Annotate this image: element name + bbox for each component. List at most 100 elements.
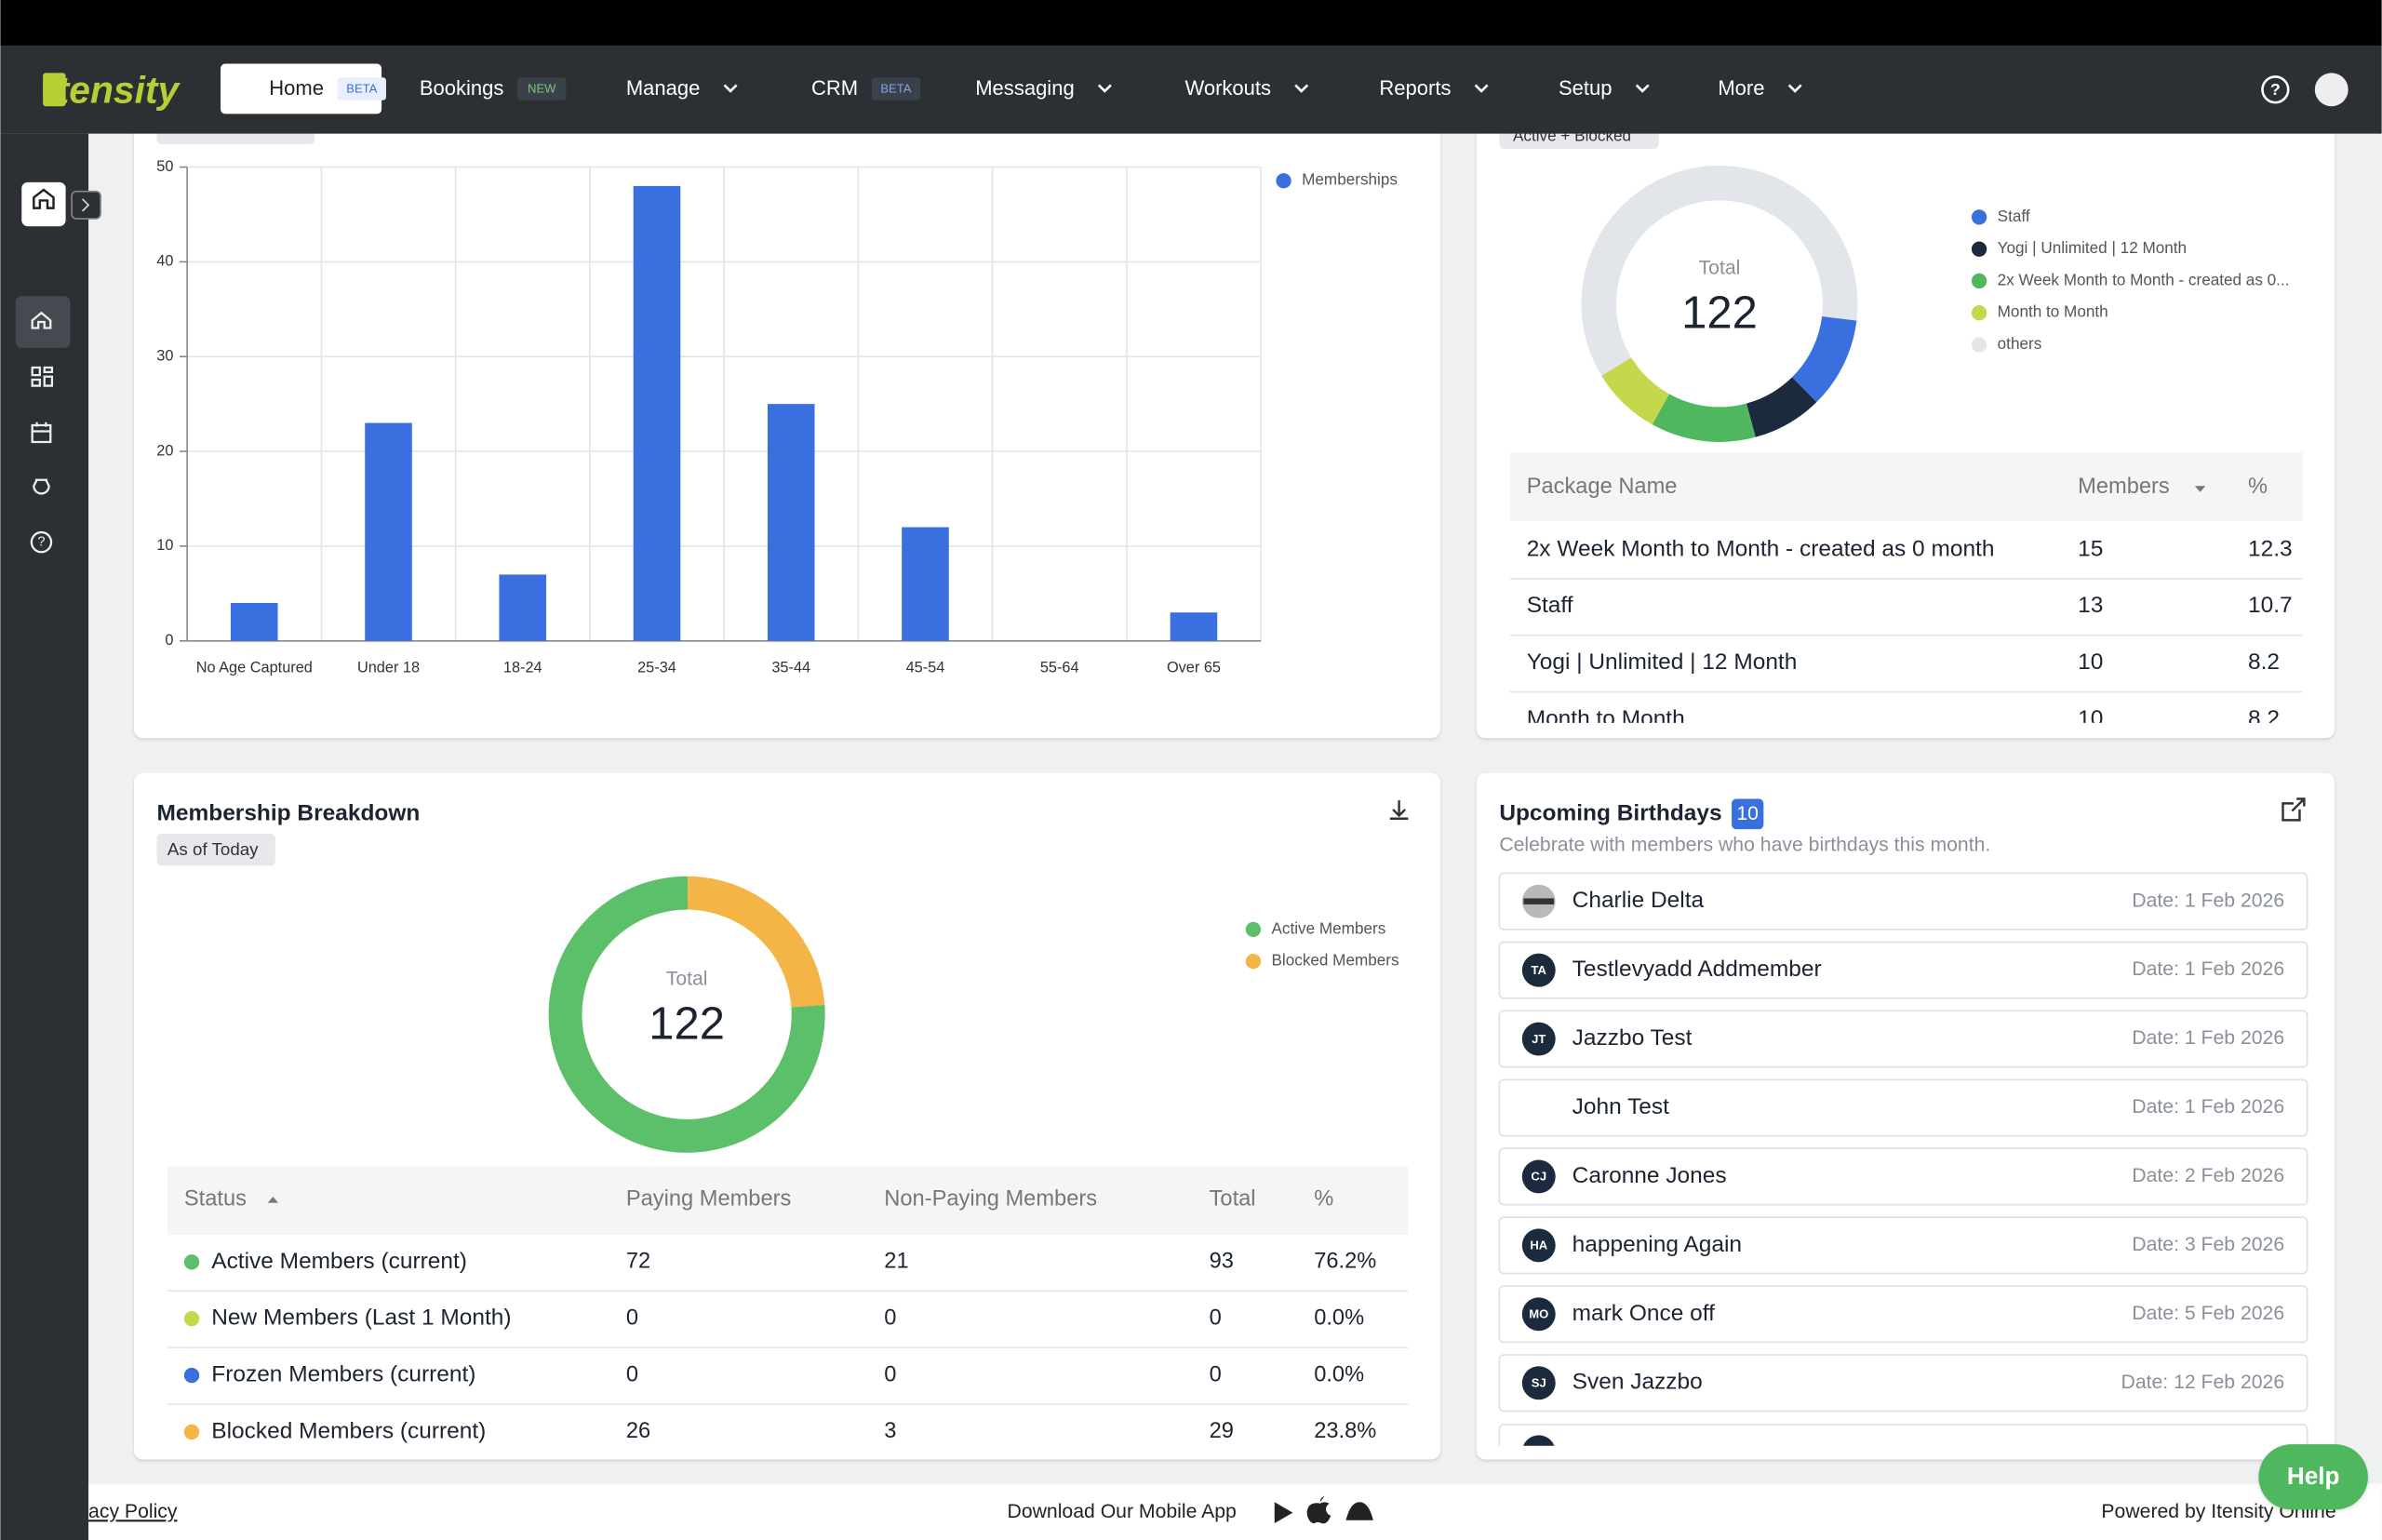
nav-item[interactable]: More [1718, 76, 1764, 100]
table-cell: 8.2 [2248, 649, 2280, 675]
nav-item[interactable]: CRM [811, 76, 858, 100]
bar [902, 528, 949, 641]
table-cell: 26 [626, 1419, 650, 1443]
member-name: Testlevyadd Addmember [1572, 957, 1822, 982]
center-label: Total [1699, 257, 1741, 278]
birthday-date: Date: 5 Feb 2026 [2132, 1303, 2284, 1324]
birthday-date: Date: 3 Feb 2026 [2132, 1234, 2284, 1255]
legend-label: others [1998, 334, 2042, 353]
center-value: 122 [1681, 288, 1758, 338]
table-cell: 0 [626, 1306, 638, 1330]
logo: itensity [46, 68, 181, 111]
y-tick-label: 50 [156, 158, 173, 175]
avatar-initials: CJ [1531, 1170, 1546, 1184]
table-cell: 2x Week Month to Month - created as 0 mo… [1527, 536, 1995, 561]
legend-swatch [1972, 274, 1987, 288]
legend-label: Blocked Members [1272, 951, 1399, 970]
column-header: % [2248, 475, 2268, 499]
card-title: Membership Breakdown [157, 800, 421, 825]
side-icon-glyph: ? [37, 535, 45, 550]
app-text: Download Our Mobile App [1008, 1501, 1237, 1522]
table-cell: 3 [884, 1419, 896, 1443]
table-cell: 76.2% [1314, 1250, 1376, 1274]
legend-label: Staff [1998, 207, 2030, 225]
avatar-initials: HA [1530, 1239, 1547, 1252]
help-text[interactable]: Help [2287, 1462, 2340, 1490]
member-name: Sven Jazzbo [1572, 1370, 1703, 1395]
table-cell: 29 [1210, 1419, 1234, 1443]
table-cell: 0 [884, 1362, 896, 1386]
table-cell: Frozen Members (current) [211, 1362, 475, 1387]
table-cell: 0 [626, 1362, 638, 1386]
x-tick-label: 25-34 [637, 659, 676, 676]
birthday-date: Date: 1 Feb 2026 [2132, 1096, 2284, 1118]
x-tick-label: Over 65 [1167, 659, 1221, 676]
table-cell: Yogi | Unlimited | 12 Month [1527, 649, 1798, 675]
table-cell: 15 [2078, 536, 2103, 561]
privacy-link[interactable]: acy Policy [88, 1501, 178, 1522]
count-text: 10 [1736, 803, 1759, 824]
bar [365, 423, 412, 641]
column-header: Paying Members [626, 1187, 792, 1212]
bar [634, 186, 681, 641]
legend-label: Month to Month [1998, 302, 2108, 321]
nav-item[interactable]: Bookings [420, 76, 504, 100]
table-cell: 0 [1210, 1362, 1222, 1386]
top-strip [0, 0, 2381, 46]
member-name: John Test [1572, 1094, 1669, 1119]
table-cell: 23.8% [1314, 1419, 1376, 1443]
nav-item[interactable]: Setup [1559, 76, 1613, 100]
legend-label: Active Members [1272, 918, 1386, 937]
center-value: 122 [649, 998, 725, 1049]
y-tick-label: 20 [156, 442, 173, 459]
nav-item[interactable]: Workouts [1184, 76, 1271, 100]
avatar[interactable] [2315, 73, 2349, 106]
y-tick-label: 40 [156, 253, 173, 270]
legend-label: Yogi | Unlimited | 12 Month [1998, 238, 2187, 257]
table-cell: 0.0% [1314, 1306, 1364, 1330]
avatar-initials: TA [1532, 963, 1547, 977]
avatar-initials: MO [1529, 1307, 1548, 1321]
legend-label: Memberships [1302, 170, 1398, 189]
column-header[interactable]: Status [184, 1187, 247, 1212]
legend-swatch [1276, 173, 1291, 188]
x-tick-label: 35-44 [771, 659, 810, 676]
member-name: happening Again [1572, 1232, 1742, 1257]
bar [231, 603, 278, 641]
legend-swatch [1972, 242, 1987, 257]
legend-swatch [1246, 922, 1261, 937]
nav-item[interactable]: Home [269, 76, 324, 100]
legend-label: 2x Week Month to Month - created as 0... [1998, 270, 2290, 288]
avatar-photo-band [1523, 898, 1554, 904]
legend-swatch [1972, 337, 1987, 352]
birthday-date: Date: 1 Feb 2026 [2132, 890, 2284, 911]
badge-text: NEW [528, 82, 556, 96]
table-cell: 93 [1210, 1250, 1234, 1274]
expand-button[interactable] [72, 192, 100, 219]
nav-item[interactable]: Manage [626, 76, 701, 100]
bar [768, 404, 815, 641]
column-header: Non-Paying Members [884, 1187, 1097, 1212]
y-tick-label: 0 [165, 632, 173, 649]
member-name: Caronne Jones [1572, 1163, 1727, 1188]
nav-item[interactable]: Reports [1379, 76, 1451, 100]
badge-text: BETA [346, 82, 377, 96]
birthday-date: Date: 2 Feb 2026 [2132, 1165, 2284, 1186]
center-label: Total [666, 968, 708, 989]
card [1477, 106, 2335, 738]
status-dot [184, 1368, 199, 1383]
table-cell: 72 [626, 1250, 650, 1274]
table-cell: 12.3 [2248, 536, 2293, 561]
table-cell: New Members (Last 1 Month) [211, 1306, 511, 1331]
nav-item[interactable]: Messaging [975, 76, 1074, 100]
card [134, 773, 1440, 1460]
table-cell: Active Members (current) [211, 1249, 467, 1274]
birthday-date: Date: 1 Feb 2026 [2132, 958, 2284, 980]
table-cell: 21 [884, 1250, 908, 1274]
column-header[interactable]: Members [2078, 475, 2170, 499]
subtitle: Celebrate with members who have birthday… [1499, 835, 1990, 856]
x-tick-label: Under 18 [357, 659, 420, 676]
status-dot [184, 1254, 199, 1269]
